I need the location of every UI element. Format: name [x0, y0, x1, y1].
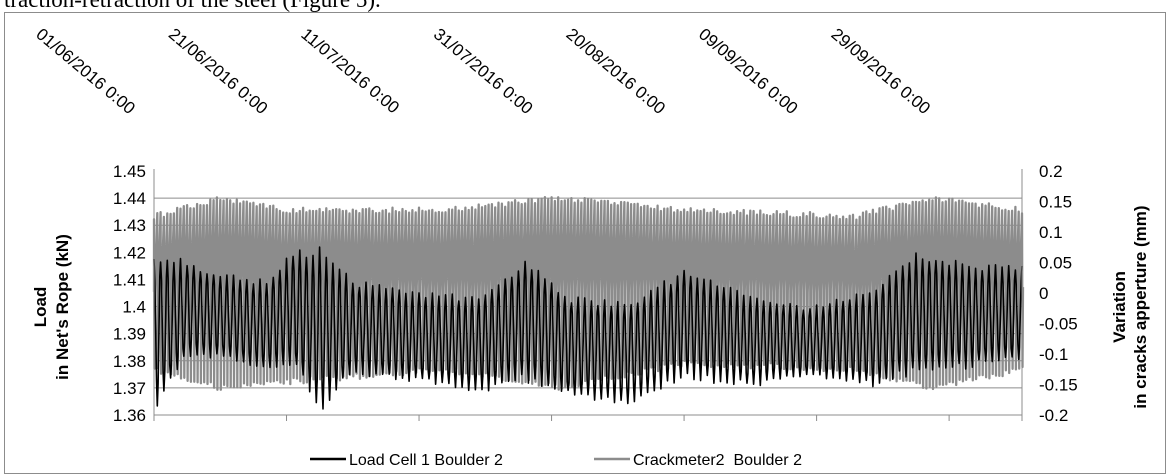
series-line-load-cell: [153, 246, 1023, 410]
legend-label-crack: Crackmeter2 Boulder 2: [633, 452, 802, 469]
y-left-label-line2: in Net's Rope (kN): [53, 234, 72, 380]
left-tick-labels: 1.45 1.44 1.43 1.42 1.41 1.4 1.39 1.38 1.37 1.36: [113, 162, 146, 425]
y-right-tick-label: 0.05: [1039, 254, 1072, 273]
axes: [153, 169, 1023, 421]
y-right-tick-label: -0.1: [1039, 345, 1068, 364]
y-left-tick-label: 1.41: [113, 270, 146, 289]
right-tick-labels: 0.2 0.15 0.1 0.05 0 -0.05 -0.1 -0.15 -0.2: [1039, 162, 1078, 425]
y-right-tick-label: 0.2: [1039, 162, 1063, 181]
y-right-tick-label: -0.2: [1039, 406, 1068, 425]
y-left-tick-label: 1.39: [113, 325, 146, 344]
y-right-tick-label: -0.15: [1039, 376, 1078, 395]
y-left-tick-label: 1.4: [122, 298, 146, 317]
y-left-tick-label: 1.44: [113, 189, 146, 208]
y-left-label-line1: Load: [31, 287, 50, 328]
y-left-tick-label: 1.36: [113, 406, 146, 425]
y-left-tick-label: 1.38: [113, 352, 146, 371]
x-tick-label: 21/06/2016 0:00: [165, 25, 271, 119]
y-right-tick-label: 0.1: [1039, 223, 1063, 242]
y-left-tick-label: 1.43: [113, 216, 146, 235]
y-right-tick-label: 0: [1039, 284, 1048, 303]
x-tick-label: 20/08/2016 0:00: [563, 25, 669, 119]
x-tick-label: 09/09/2016 0:00: [695, 25, 801, 119]
y-left-tick-label: 1.42: [113, 243, 146, 262]
x-tick-label: 29/09/2016 0:00: [828, 25, 934, 119]
y-right-tick-label: -0.05: [1039, 315, 1078, 334]
x-tick-label: 31/07/2016 0:00: [430, 25, 536, 119]
legend: Load Cell 1 Boulder 2 Crackmeter2 Boulde…: [310, 452, 802, 469]
series-load-cell: [153, 246, 1023, 410]
date-tick-labels: 01/06/2016 0:00 21/06/2016 0:00 11/07/2016…: [32, 25, 933, 119]
x-tick-label: 01/06/2016 0:00: [32, 25, 138, 119]
intro-text: traction-retraction of the steel (Figure…: [4, 0, 381, 13]
y-right-tick-label: 0.15: [1039, 193, 1072, 212]
x-tick-label: 11/07/2016 0:00: [297, 25, 402, 118]
y-right-label-line1: Variation: [1110, 271, 1129, 343]
legend-label-load: Load Cell 1 Boulder 2: [349, 452, 503, 469]
y-left-tick-label: 1.45: [113, 162, 146, 181]
y-right-label-line2: in cracks apperture (mm): [1131, 205, 1150, 408]
y-left-tick-label: 1.37: [113, 379, 146, 398]
